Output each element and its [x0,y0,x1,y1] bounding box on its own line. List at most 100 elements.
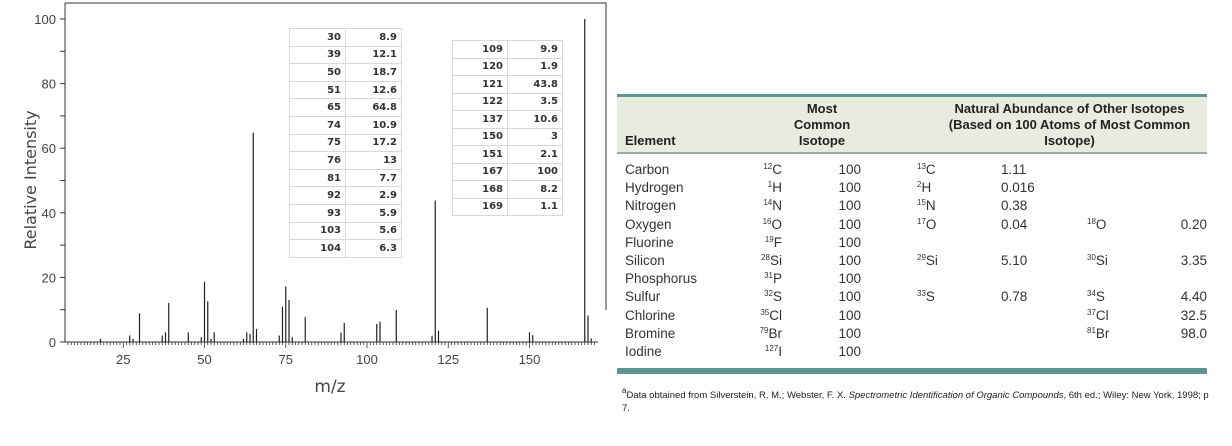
most-common-abundance: 100 [838,252,861,268]
table-row: 39 12.1 [289,45,402,65]
intensity-cell: 9.9 [507,40,563,59]
x-tick-label: 125 [437,352,459,367]
intensity-cell: 2.1 [507,145,563,164]
second-abundance: 1.11 [1001,162,1027,177]
intensity-cell: 3.5 [507,92,563,111]
mz-cell: 137 [452,110,508,129]
table-row: 167 100 [452,162,563,181]
peak-table-2: 109 9.9 120 1.9 121 43.8 122 3.5 137 10.6 150 3 151 2… [452,40,563,216]
third-abundance: 4.40 [1180,289,1207,305]
mz-cell: 65 [289,98,346,117]
table-row: 75 17.2 [289,133,402,153]
mz-cell: 39 [289,45,346,65]
second-abundance: 5.10 [1001,252,1028,268]
footnote: aData obtained from Silverstein, R. M.; … [622,386,1209,414]
intensity-cell: 12.6 [345,80,402,100]
mz-cell: 120 [452,57,508,76]
second-abundance: 0.78 [1001,289,1028,305]
mz-cell: 151 [452,145,508,164]
y-tick-label: 0 [49,335,56,350]
intensity-cell: 18.7 [345,63,402,82]
most-common-isotope: 79Br [759,325,782,341]
element-name: Chlorine [625,307,676,323]
table-row: 76 13 [289,151,402,170]
second-abundance: 0.016 [1001,180,1035,196]
most-common-isotope: 19F [764,234,782,250]
table-row: 104 6.3 [289,239,402,258]
intensity-cell: 1.9 [507,57,563,76]
second-isotope: 2H [917,180,932,196]
x-tick-label: 150 [519,352,541,367]
y-tick-label: 20 [42,270,56,285]
most-common-abundance: 100 [838,180,861,196]
table-row: 109 9.9 [452,40,563,59]
second-abundance: 0.38 [1001,198,1028,214]
mz-cell: 169 [452,197,508,216]
plot-frame [65,2,607,310]
table-row: 51 12.6 [289,80,402,100]
mz-cell: 50 [289,63,346,82]
isotope-row: Oxygen 16O 100 17O 0.04 18O 0.20 [617,217,1207,235]
most-common-abundance: 100 [838,162,861,177]
table-row: 30 8.9 [289,28,402,47]
table-header: Element Most Common Isotope Natural Abun… [617,94,1207,154]
second-isotope: 17O [917,216,937,232]
table-row: 121 43.8 [452,75,563,94]
intensity-cell: 10.6 [507,110,563,129]
most-common-isotope: 31P [764,271,782,287]
isotope-row: Hydrogen 1H 100 2H 0.016 [617,180,1207,198]
x-axis-label: m/z [314,377,345,397]
most-common-isotope: 1H [767,180,782,196]
isotope-row: Phosphorus 31P 100 [617,271,1207,289]
third-isotope: 34S [1087,289,1105,305]
mz-cell: 81 [289,168,346,188]
isotope-row: Nitrogen 14N 100 15N 0.38 [617,198,1207,216]
third-abundance: 98.0 [1180,325,1207,341]
table-row: 92 2.9 [289,186,402,205]
third-isotope: 81Br [1087,325,1110,341]
isotope-row: Bromine 79Br 100 81Br 98.0 [617,326,1207,344]
mz-cell: 76 [289,151,346,170]
table-row: 168 8.2 [452,180,563,199]
element-name: Oxygen [625,216,672,232]
second-abundance: 0.04 [1001,216,1028,232]
mz-cell: 167 [452,162,508,181]
most-common-isotope: 127I [764,343,782,359]
third-abundance: 0.20 [1180,216,1207,232]
element-name: Carbon [625,162,670,177]
element-name: Silicon [625,252,665,268]
table-row: 122 3.5 [452,92,563,111]
second-isotope: 29Si [917,252,938,268]
table-row: 150 3 [452,127,563,146]
intensity-cell: 6.3 [345,239,402,258]
most-common-abundance: 100 [838,325,861,341]
y-tick-label: 80 [42,77,56,92]
mz-cell: 92 [289,186,346,205]
element-name: Hydrogen [625,180,684,196]
intensity-cell: 17.2 [345,133,402,153]
mz-cell: 93 [289,203,346,223]
third-isotope: 18O [1087,216,1107,232]
element-name: Nitrogen [625,198,677,214]
mz-cell: 168 [452,180,508,199]
intensity-cell: 3 [507,127,563,146]
table-row: 169 1.1 [452,197,563,216]
element-name: Phosphorus [625,271,698,287]
mz-cell: 51 [289,80,346,100]
x-tick-label: 25 [116,352,130,367]
intensity-cell: 43.8 [507,75,563,94]
y-axis-label: Relative Intensity [21,110,40,249]
isotope-row: Chlorine 35Cl 100 37Cl 32.5 [617,308,1207,326]
intensity-cell: 13 [345,151,402,170]
x-tick-label: 50 [197,352,211,367]
table-row: 103 5.6 [289,221,402,241]
table-row: 50 18.7 [289,63,402,82]
most-common-abundance: 100 [838,271,861,287]
mz-cell: 121 [452,75,508,94]
peak-table-1: 30 8.9 39 12.1 50 18.7 51 12.6 65 64.8 74 10.9 75 17.… [289,28,402,258]
mz-cell: 104 [289,239,346,258]
third-abundance: 32.5 [1180,307,1207,323]
intensity-cell: 64.8 [345,98,402,117]
isotope-row: Carbon 12C 100 13C 1.11 [617,162,1207,180]
intensity-cell: 1.1 [507,197,563,216]
